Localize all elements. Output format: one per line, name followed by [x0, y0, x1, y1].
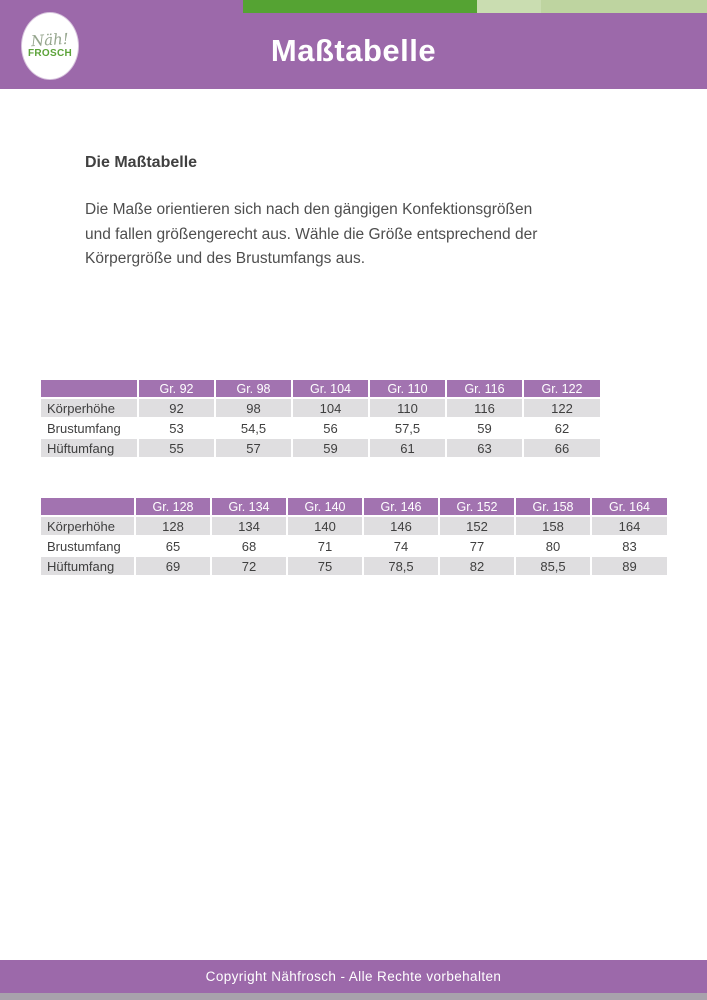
intro-heading: Die Maßtabelle	[85, 154, 198, 171]
page-title: Maßtabelle	[270, 33, 437, 68]
measurement-value: 152	[439, 516, 516, 537]
size-column-header: Gr. 128	[135, 498, 212, 517]
measurement-value: 128	[135, 516, 212, 537]
corner-cell	[41, 498, 136, 517]
intro-line-3: Körpergröße und des Brustumfangs aus.	[85, 250, 366, 267]
measurement-value: 66	[523, 438, 600, 459]
naehfrosch-logo: Näh! FROSCH	[22, 13, 78, 79]
measurement-value: 54,5	[215, 418, 293, 439]
measurement-value: 92	[138, 398, 216, 419]
measurement-value: 68	[211, 536, 288, 557]
page-bottom-edge	[0, 993, 707, 1000]
measurement-value: 77	[439, 536, 516, 557]
table-row: Hüftumfang 69 72 75 78,5 82 85,5 89	[41, 556, 667, 577]
measurement-value: 164	[591, 516, 667, 537]
size-column-header: Gr. 104	[292, 380, 370, 399]
measurement-value: 158	[515, 516, 592, 537]
measurement-value: 71	[287, 536, 364, 557]
measurement-value: 59	[292, 438, 370, 459]
measurement-value: 82	[439, 556, 516, 577]
measurement-value: 89	[591, 556, 667, 577]
table-row: Brustumfang 53 54,5 56 57,5 59 62	[41, 418, 600, 439]
measurement-value: 57,5	[369, 418, 447, 439]
measurement-value: 53	[138, 418, 216, 439]
size-column-header: Gr. 116	[446, 380, 524, 399]
header-accent-bar-dark-green	[243, 0, 477, 13]
measurement-value: 116	[446, 398, 524, 419]
measurement-value: 110	[369, 398, 447, 419]
row-label: Brustumfang	[41, 418, 139, 439]
size-column-header: Gr. 146	[363, 498, 440, 517]
size-column-header: Gr. 92	[138, 380, 216, 399]
measurement-value: 59	[446, 418, 524, 439]
size-column-header: Gr. 134	[211, 498, 288, 517]
measurement-value: 75	[287, 556, 364, 577]
measurement-value: 63	[446, 438, 524, 459]
measurement-value: 78,5	[363, 556, 440, 577]
measurement-value: 72	[211, 556, 288, 577]
logo-name-text: FROSCH	[27, 47, 73, 59]
measurement-value: 56	[292, 418, 370, 439]
measurement-value: 62	[523, 418, 600, 439]
copyright-text: Copyright Nähfrosch - Alle Rechte vorbeh…	[205, 969, 502, 984]
page-header: Näh! FROSCH Maßtabelle	[0, 0, 707, 89]
row-label: Körperhöhe	[41, 398, 139, 419]
size-column-header: Gr. 152	[439, 498, 516, 517]
table-header-row: Gr. 128 Gr. 134 Gr. 140 Gr. 146 Gr. 152 Gr. 1…	[41, 498, 667, 517]
intro-paragraph: Die Maße orientieren sich nach den gängi…	[85, 198, 645, 272]
row-label: Hüftumfang	[41, 556, 136, 577]
row-label: Körperhöhe	[41, 516, 136, 537]
measurement-value: 65	[135, 536, 212, 557]
row-label: Brustumfang	[41, 536, 136, 557]
measurement-value: 55	[138, 438, 216, 459]
measurement-value: 104	[292, 398, 370, 419]
size-table-large: Gr. 128 Gr. 134 Gr. 140 Gr. 146 Gr. 152 Gr. 1…	[41, 498, 667, 577]
size-column-header: Gr. 110	[369, 380, 447, 399]
measurement-value: 80	[515, 536, 592, 557]
measurement-value: 83	[591, 536, 667, 557]
size-column-header: Gr. 158	[515, 498, 592, 517]
measurement-value: 74	[363, 536, 440, 557]
measurement-value: 57	[215, 438, 293, 459]
intro-line-1: Die Maße orientieren sich nach den gängi…	[85, 201, 533, 218]
measurement-value: 61	[369, 438, 447, 459]
measurement-value: 134	[211, 516, 288, 537]
corner-cell	[41, 380, 139, 399]
measurement-value: 85,5	[515, 556, 592, 577]
footer-bar: Copyright Nähfrosch - Alle Rechte vorbeh…	[0, 960, 707, 993]
measurement-value: 98	[215, 398, 293, 419]
size-table-small: Gr. 92 Gr. 98 Gr. 104 Gr. 110 Gr. 116 Gr. 122…	[41, 380, 600, 459]
size-column-header: Gr. 122	[523, 380, 600, 399]
size-column-header: Gr. 164	[591, 498, 667, 517]
table-row: Körperhöhe 92 98 104 110 116 122	[41, 398, 600, 419]
header-accent-bar-light-green	[477, 0, 541, 13]
measurement-value: 140	[287, 516, 364, 537]
table-row: Brustumfang 65 68 71 74 77 80 83	[41, 536, 667, 557]
row-label: Hüftumfang	[41, 438, 139, 459]
intro-line-2: und fallen größengerecht aus. Wähle die …	[85, 225, 538, 243]
measurement-value: 146	[363, 516, 440, 537]
intro-section: Die Maßtabelle Die Maße orientieren sich…	[85, 154, 645, 272]
header-accent-bar-lighter-green	[541, 0, 707, 13]
size-column-header: Gr. 98	[215, 380, 293, 399]
measurement-value: 122	[523, 398, 600, 419]
table-row: Körperhöhe 128 134 140 146 152 158 164	[41, 516, 667, 537]
measurement-value: 69	[135, 556, 212, 577]
table-row: Hüftumfang 55 57 59 61 63 66	[41, 438, 600, 459]
table-header-row: Gr. 92 Gr. 98 Gr. 104 Gr. 110 Gr. 116 Gr. 122	[41, 380, 600, 399]
size-column-header: Gr. 140	[287, 498, 364, 517]
